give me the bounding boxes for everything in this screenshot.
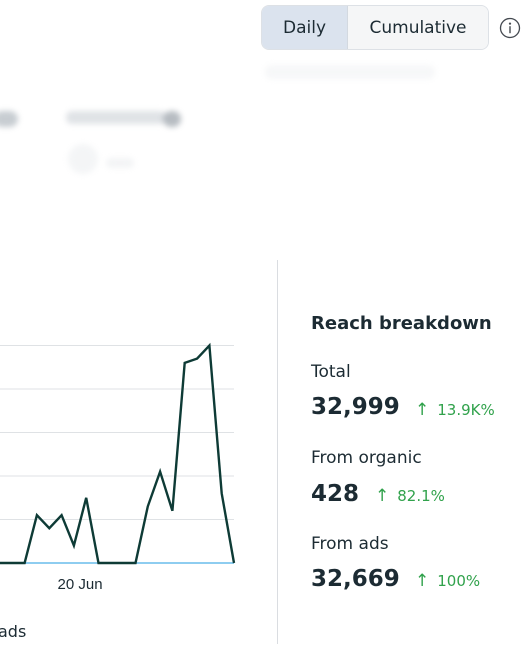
chart-x-tick-label: 20 Jun xyxy=(58,576,103,593)
arrow-up-icon: ↑ xyxy=(375,486,390,506)
total-label: Total xyxy=(311,362,351,382)
ads-change: ↑ 100% xyxy=(415,571,480,591)
blurred-header-region xyxy=(265,65,435,79)
reach-line-chart: 20 Jun xyxy=(0,342,236,593)
chart-series-line xyxy=(0,342,236,565)
total-change-value: 13.9K% xyxy=(437,401,495,419)
organic-label: From organic xyxy=(311,448,422,468)
vertical-divider xyxy=(277,260,278,644)
toggle-daily-button[interactable]: Daily xyxy=(262,6,348,49)
arrow-up-icon: ↑ xyxy=(415,400,430,420)
organic-value: 428 xyxy=(311,481,360,507)
view-toggle: Daily Cumulative xyxy=(261,5,489,50)
ads-change-value: 100% xyxy=(437,572,481,590)
chart-x-ticks: 20 Jun xyxy=(58,576,103,593)
chart-gridlines xyxy=(0,345,234,520)
toggle-cumulative-button[interactable]: Cumulative xyxy=(348,6,488,49)
info-icon[interactable] xyxy=(499,17,521,39)
blurred-metric-label xyxy=(66,111,166,124)
total-value: 32,999 xyxy=(311,394,400,420)
ads-label: From ads xyxy=(311,534,389,554)
organic-change: ↑ 82.1% xyxy=(375,486,445,506)
blurred-metric-value xyxy=(106,158,134,168)
chart-legend-label: ads xyxy=(0,622,27,641)
blurred-metric-icon xyxy=(163,111,181,127)
blurred-avatar xyxy=(68,144,98,174)
total-change: ↑ 13.9K% xyxy=(415,400,495,420)
organic-change-value: 82.1% xyxy=(397,487,445,505)
blurred-indicator xyxy=(0,111,18,127)
ads-value: 32,669 xyxy=(311,566,400,592)
arrow-up-icon: ↑ xyxy=(415,571,430,591)
reach-breakdown-title: Reach breakdown xyxy=(311,313,492,334)
chart-series xyxy=(0,342,236,565)
